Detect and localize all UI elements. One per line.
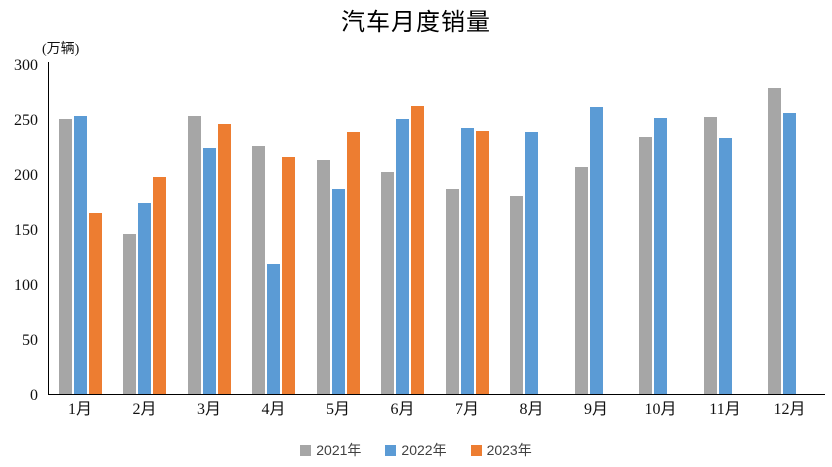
legend-item: 2021年 <box>300 443 361 457</box>
bar <box>252 146 265 394</box>
bar <box>217 124 231 394</box>
bar <box>411 106 424 394</box>
bar <box>153 177 166 394</box>
y-tick-label: 250 <box>14 112 38 129</box>
legend-item: 2023年 <box>470 442 532 458</box>
bar <box>187 116 201 394</box>
y-axis-line <box>48 62 49 395</box>
x-tick-label: 7月 <box>454 401 479 418</box>
bar <box>654 118 667 394</box>
bar <box>510 196 523 394</box>
x-tick-label: 12月 <box>773 401 806 418</box>
x-tick-label: 4月 <box>261 401 286 418</box>
x-tick-label: 5月 <box>325 401 350 418</box>
bar <box>58 119 72 394</box>
bar <box>783 113 796 394</box>
legend: 2021年 2022年 2023年 <box>0 439 832 461</box>
x-tick-label: 8月 <box>519 401 544 418</box>
bar <box>445 189 459 394</box>
legend-item: 2022年 <box>385 442 447 458</box>
y-axis-unit-label: (万辆) <box>42 42 80 57</box>
legend-swatch-icon <box>300 444 312 456</box>
legend-label: 2023年 <box>486 442 532 458</box>
chart-title: 汽车月度销量 <box>341 10 491 36</box>
x-tick-label: 1月 <box>67 401 92 418</box>
bar <box>525 132 538 394</box>
bar <box>331 189 345 394</box>
x-tick-label: 2月 <box>132 401 157 418</box>
y-tick-label: 200 <box>14 167 38 184</box>
x-tick-label: 9月 <box>583 401 608 418</box>
bar <box>123 234 136 394</box>
bar <box>574 167 588 394</box>
bar <box>202 148 216 394</box>
x-tick-label: 11月 <box>709 401 741 418</box>
bar <box>396 119 409 394</box>
bar <box>460 128 474 394</box>
bar <box>316 160 330 394</box>
y-tick-label: 100 <box>14 277 38 294</box>
bar <box>718 138 732 394</box>
bar <box>88 213 102 394</box>
bar <box>589 107 603 394</box>
y-tick-label: 300 <box>14 57 38 74</box>
bar <box>138 203 151 394</box>
x-tick-label: 3月 <box>196 401 221 418</box>
bar <box>282 157 295 394</box>
legend-label: 2021年 <box>316 442 362 458</box>
y-tick-label: 0 <box>30 387 38 404</box>
legend-swatch-icon <box>470 444 482 456</box>
legend-label: 2022年 <box>401 442 447 458</box>
bar <box>73 116 87 394</box>
bar <box>768 88 781 394</box>
y-tick-label: 150 <box>14 222 38 239</box>
bar <box>267 264 280 394</box>
y-tick-label: 50 <box>22 332 38 349</box>
bar <box>475 131 489 394</box>
x-axis-line <box>48 394 825 395</box>
legend-swatch-icon <box>385 444 397 456</box>
x-tick-label: 10月 <box>644 401 677 418</box>
bar <box>346 132 360 394</box>
bar <box>381 172 394 394</box>
bar <box>639 137 652 394</box>
x-tick-label: 6月 <box>390 401 415 418</box>
bar <box>703 117 717 394</box>
